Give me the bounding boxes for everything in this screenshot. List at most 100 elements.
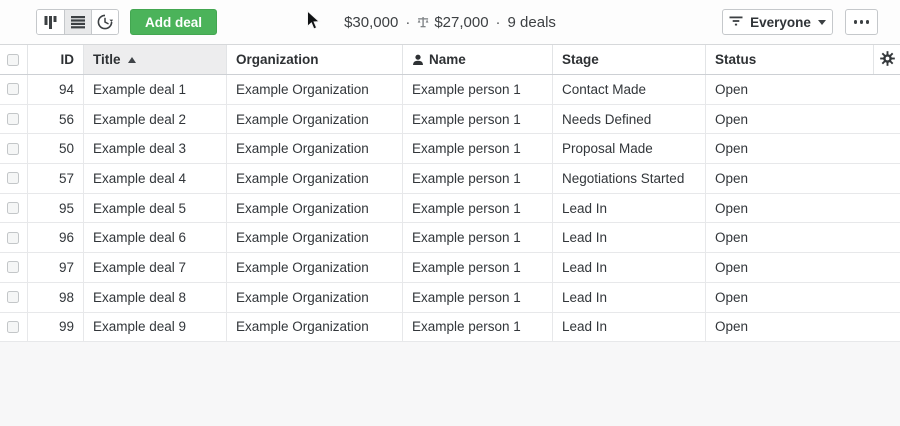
- cell-id: 56: [28, 104, 84, 134]
- row-checkbox[interactable]: [7, 172, 19, 185]
- cell-stage: Lead In: [553, 282, 706, 312]
- row-checkbox-cell: [0, 134, 28, 164]
- cell-stage: Lead In: [553, 193, 706, 223]
- table-row[interactable]: 98 Example deal 8 Example Organization Exam…: [0, 282, 900, 313]
- filter-everyone-button[interactable]: Everyone: [722, 9, 833, 35]
- toolbar: Add deal $30,000 · $27,000 · 9 deals: [0, 0, 900, 45]
- table-header: ID Title Organization Name Stage: [0, 45, 900, 75]
- list-view-button[interactable]: [64, 10, 91, 34]
- cell-organization: Example Organization: [227, 253, 403, 282]
- cell-stage: Lead In: [553, 253, 706, 282]
- cell-organization: Example Organization: [227, 104, 403, 134]
- row-checkbox[interactable]: [7, 83, 19, 96]
- weighted-value-scale-icon: [417, 16, 429, 28]
- gear-icon: [879, 50, 895, 69]
- header-status-label: Status: [715, 52, 757, 67]
- table-row[interactable]: 50 Example deal 3 Example Organization Exam…: [0, 134, 900, 165]
- row-checkbox-cell: [0, 164, 28, 193]
- timeline-clock-icon: [97, 14, 113, 30]
- row-trailing-cell: [873, 194, 900, 223]
- cell-organization: Example Organization: [227, 75, 403, 104]
- cell-title[interactable]: Example deal 3: [84, 134, 227, 164]
- table-row[interactable]: 95 Example deal 5 Example Organization Exam…: [0, 193, 900, 224]
- row-checkbox[interactable]: [7, 320, 19, 333]
- row-checkbox[interactable]: [7, 142, 19, 155]
- filter-button-label: Everyone: [750, 14, 811, 30]
- separator-dot: ·: [495, 13, 501, 31]
- cell-title[interactable]: Example deal 9: [84, 312, 227, 342]
- cell-id: 94: [28, 75, 84, 104]
- header-stage[interactable]: Stage: [553, 45, 706, 74]
- row-trailing-cell: [873, 164, 900, 193]
- cell-stage: Contact Made: [553, 75, 706, 104]
- cell-id: 96: [28, 223, 84, 253]
- cell-status: Open: [715, 111, 749, 127]
- header-name-label: Name: [429, 52, 466, 67]
- cell-title[interactable]: Example deal 4: [84, 164, 227, 193]
- cell-stage: Lead In: [553, 223, 706, 253]
- header-organization[interactable]: Organization: [227, 45, 403, 74]
- row-checkbox[interactable]: [7, 291, 19, 304]
- cell-id: 95: [28, 193, 84, 223]
- header-name[interactable]: Name: [403, 45, 553, 74]
- cell-stage: Lead In: [553, 312, 706, 342]
- cell-status: Open: [715, 81, 749, 97]
- row-checkbox-cell: [0, 253, 28, 282]
- header-id[interactable]: ID: [28, 45, 84, 74]
- row-trailing-cell: [873, 134, 900, 163]
- table-row[interactable]: 57 Example deal 4 Example Organization Exam…: [0, 164, 900, 194]
- cell-name: Example person 1: [403, 164, 553, 193]
- cell-name: Example person 1: [403, 75, 553, 104]
- select-all-checkbox[interactable]: [7, 53, 19, 66]
- more-options-button[interactable]: [845, 9, 878, 35]
- row-checkbox[interactable]: [7, 231, 19, 244]
- total-value: $30,000: [344, 13, 399, 31]
- column-settings-button[interactable]: [873, 45, 900, 74]
- cell-stage: Proposal Made: [553, 134, 706, 164]
- cell-title[interactable]: Example deal 6: [84, 223, 227, 253]
- mouse-cursor: [306, 9, 321, 34]
- row-checkbox-cell: [0, 193, 28, 223]
- pipeline-view-button[interactable]: [37, 10, 64, 34]
- deals-count: 9 deals: [507, 13, 556, 31]
- cell-title[interactable]: Example deal 7: [84, 253, 227, 282]
- cell-status: Open: [715, 259, 749, 275]
- cell-organization: Example Organization: [227, 282, 403, 312]
- header-title-label: Title: [93, 52, 121, 67]
- row-checkbox-cell: [0, 312, 28, 342]
- row-checkbox-cell: [0, 223, 28, 253]
- cell-organization: Example Organization: [227, 312, 403, 342]
- cell-status: Open: [715, 200, 749, 216]
- cell-id: 97: [28, 253, 84, 282]
- row-checkbox-cell: [0, 75, 28, 104]
- table-row[interactable]: 56 Example deal 2 Example Organization Exam…: [0, 104, 900, 135]
- cell-status: Open: [715, 319, 749, 335]
- header-title[interactable]: Title: [84, 45, 227, 74]
- table-row[interactable]: 97 Example deal 7 Example Organization Exam…: [0, 253, 900, 283]
- row-checkbox-cell: [0, 104, 28, 134]
- cell-title[interactable]: Example deal 8: [84, 282, 227, 312]
- cell-status: Open: [715, 230, 749, 246]
- cell-id: 57: [28, 164, 84, 193]
- cell-title[interactable]: Example deal 2: [84, 104, 227, 134]
- cell-title[interactable]: Example deal 1: [84, 75, 227, 104]
- row-checkbox-cell: [0, 282, 28, 312]
- cell-name: Example person 1: [403, 223, 553, 253]
- add-deal-button[interactable]: Add deal: [130, 9, 218, 35]
- table-row[interactable]: 99 Example deal 9 Example Organization Exam…: [0, 312, 900, 343]
- timeline-view-button[interactable]: [91, 10, 118, 34]
- cell-title[interactable]: Example deal 5: [84, 193, 227, 223]
- cell-name: Example person 1: [403, 104, 553, 134]
- table-row[interactable]: 94 Example deal 1 Example Organization Exam…: [0, 75, 900, 105]
- table-row[interactable]: 96 Example deal 6 Example Organization Exam…: [0, 223, 900, 254]
- header-checkbox-cell: [0, 45, 28, 74]
- row-trailing-cell: [873, 313, 900, 342]
- weighted-value: $27,000: [434, 13, 489, 31]
- ellipsis-icon: [853, 20, 870, 24]
- row-checkbox[interactable]: [7, 261, 19, 274]
- row-checkbox[interactable]: [7, 202, 19, 215]
- row-checkbox[interactable]: [7, 113, 19, 126]
- header-status[interactable]: Status: [706, 45, 873, 74]
- cell-organization: Example Organization: [227, 164, 403, 193]
